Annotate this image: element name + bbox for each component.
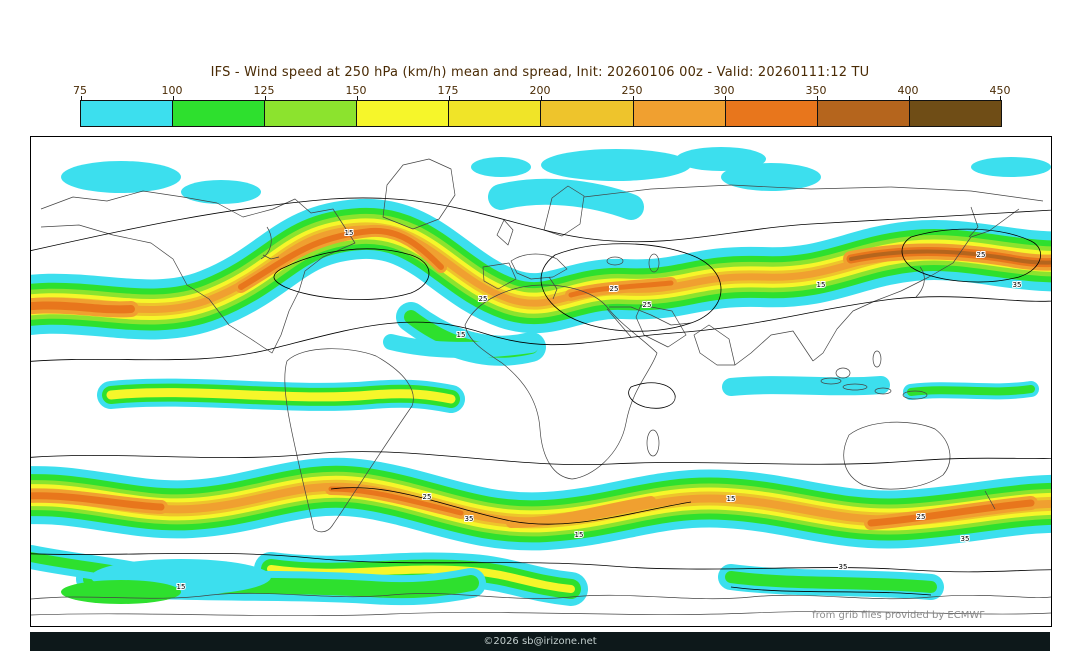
colorbar-tick-label: 450: [989, 84, 1011, 97]
spread-contours: [31, 197, 1051, 596]
colorbar-tickmark: [81, 96, 82, 100]
colorbar-tickmark: [725, 96, 726, 100]
colorbar-segment: [172, 101, 265, 126]
spread-contour-label: 35: [839, 563, 848, 571]
colorbar-tick-label: 300: [713, 84, 735, 97]
wind-band-stroke: [722, 376, 890, 396]
colorbar-tick-label: 400: [897, 84, 919, 97]
spread-contour-label: 15: [727, 495, 736, 503]
coastlines: [31, 158, 1051, 617]
spread-contour-labels: 15 25 25 25 15 25 35 15 25 35 15 15 25 35 35 15: [176, 228, 1023, 592]
colorbar-tick-labels: 75 100 125 150 175 200 250 300 350 400 450: [73, 84, 1011, 97]
wind-band-stroke: [31, 301, 135, 314]
colorbar-tick-label: 175: [437, 84, 459, 97]
colorbar-tickmark: [265, 96, 266, 100]
colorbar-tickmark: [1000, 96, 1001, 100]
attribution-text: from grib files provided by ECMWF: [812, 610, 985, 621]
colorbar-tick-label: 125: [253, 84, 275, 97]
colorbar-tickmark: [357, 96, 358, 100]
footer-bar: ©2026 sb@irizone.net: [30, 632, 1050, 651]
map-panel: 15 25 25 25 15 25 35 15 25 35 15 15 25 35 35 15 from gr…: [30, 136, 1052, 627]
spread-contour-label: 25: [610, 285, 619, 293]
spread-contour-label: 35: [465, 515, 474, 523]
colorbar-tickmark: [817, 96, 818, 100]
wind-band-stroke: [238, 227, 444, 290]
wind-band-stroke: [506, 496, 656, 528]
spread-contour-label: 25: [917, 513, 926, 521]
wind-band-stroke: [725, 571, 937, 593]
colorbar-tickmark: [173, 96, 174, 100]
spread-contour-label: 15: [177, 583, 186, 591]
colorbar-segment: [632, 101, 725, 126]
colorbar-segment: [356, 101, 449, 126]
colorbar-tick-label: 250: [621, 84, 643, 97]
colorbar-segment: [448, 101, 541, 126]
colorbar-segment: [908, 101, 1001, 126]
colorbar-segment: [540, 101, 633, 126]
wind-band-patch: [61, 161, 181, 193]
wind-band-patch: [181, 180, 261, 204]
colorbar-tickmark: [909, 96, 910, 100]
colorbar-segment: [816, 101, 909, 126]
colorbar-tick-label: 100: [161, 84, 183, 97]
colorbar-segment: [264, 101, 357, 126]
wind-band-stroke: [849, 249, 1051, 265]
colorbar-tick-label: 350: [805, 84, 827, 97]
spread-contour-label: 25: [479, 295, 488, 303]
wind-band-stroke: [488, 178, 644, 220]
wind-band-stroke: [383, 334, 539, 358]
spread-contour-label: 15: [817, 281, 826, 289]
wind-band-stroke: [31, 492, 165, 511]
chart-title: IFS - Wind speed at 250 hPa (km/h) mean …: [210, 65, 870, 80]
wind-band-patch: [541, 149, 691, 181]
wind-band-stroke: [328, 486, 464, 516]
colorbar-segment: [81, 101, 173, 126]
colorbar-tickmark: [449, 96, 450, 100]
wind-band-patch: [676, 147, 766, 171]
wind-band-patch: [471, 157, 531, 177]
copyright-text: ©2026 sb@irizone.net: [483, 636, 597, 647]
spread-contour-label: 35: [961, 535, 970, 543]
wind-band-patch: [61, 580, 181, 604]
wind-band-patch: [971, 157, 1051, 177]
world-map-svg: 15 25 25 25 15 25 35 15 25 35 15 15 25 35 35 15: [31, 147, 1051, 617]
wind-band-stroke: [867, 499, 1035, 527]
colorbar-tickmark: [633, 96, 634, 100]
spread-contour-label: 25: [643, 301, 652, 309]
spread-contour-label: 35: [1013, 281, 1022, 289]
spread-contour-label: 15: [345, 229, 354, 237]
wind-band-stroke: [106, 388, 456, 404]
spread-contour-label: 15: [457, 331, 466, 339]
spread-contour-label: 15: [575, 531, 584, 539]
colorbar-segment: [724, 101, 817, 126]
spread-contour-label: 25: [977, 251, 986, 259]
colorbar-tickmark: [541, 96, 542, 100]
colorbar-tick-label: 200: [529, 84, 551, 97]
wind-band-patch: [721, 163, 821, 191]
wind-speed-bands: [31, 147, 1051, 606]
wind-band-stroke: [907, 385, 1035, 396]
colorbar-tick-label: 150: [345, 84, 367, 97]
wind-band-stroke: [568, 280, 674, 298]
spread-contour-label: 25: [423, 493, 432, 501]
colorbar-tick-label: 75: [73, 84, 87, 97]
colorbar: [80, 96, 1002, 127]
